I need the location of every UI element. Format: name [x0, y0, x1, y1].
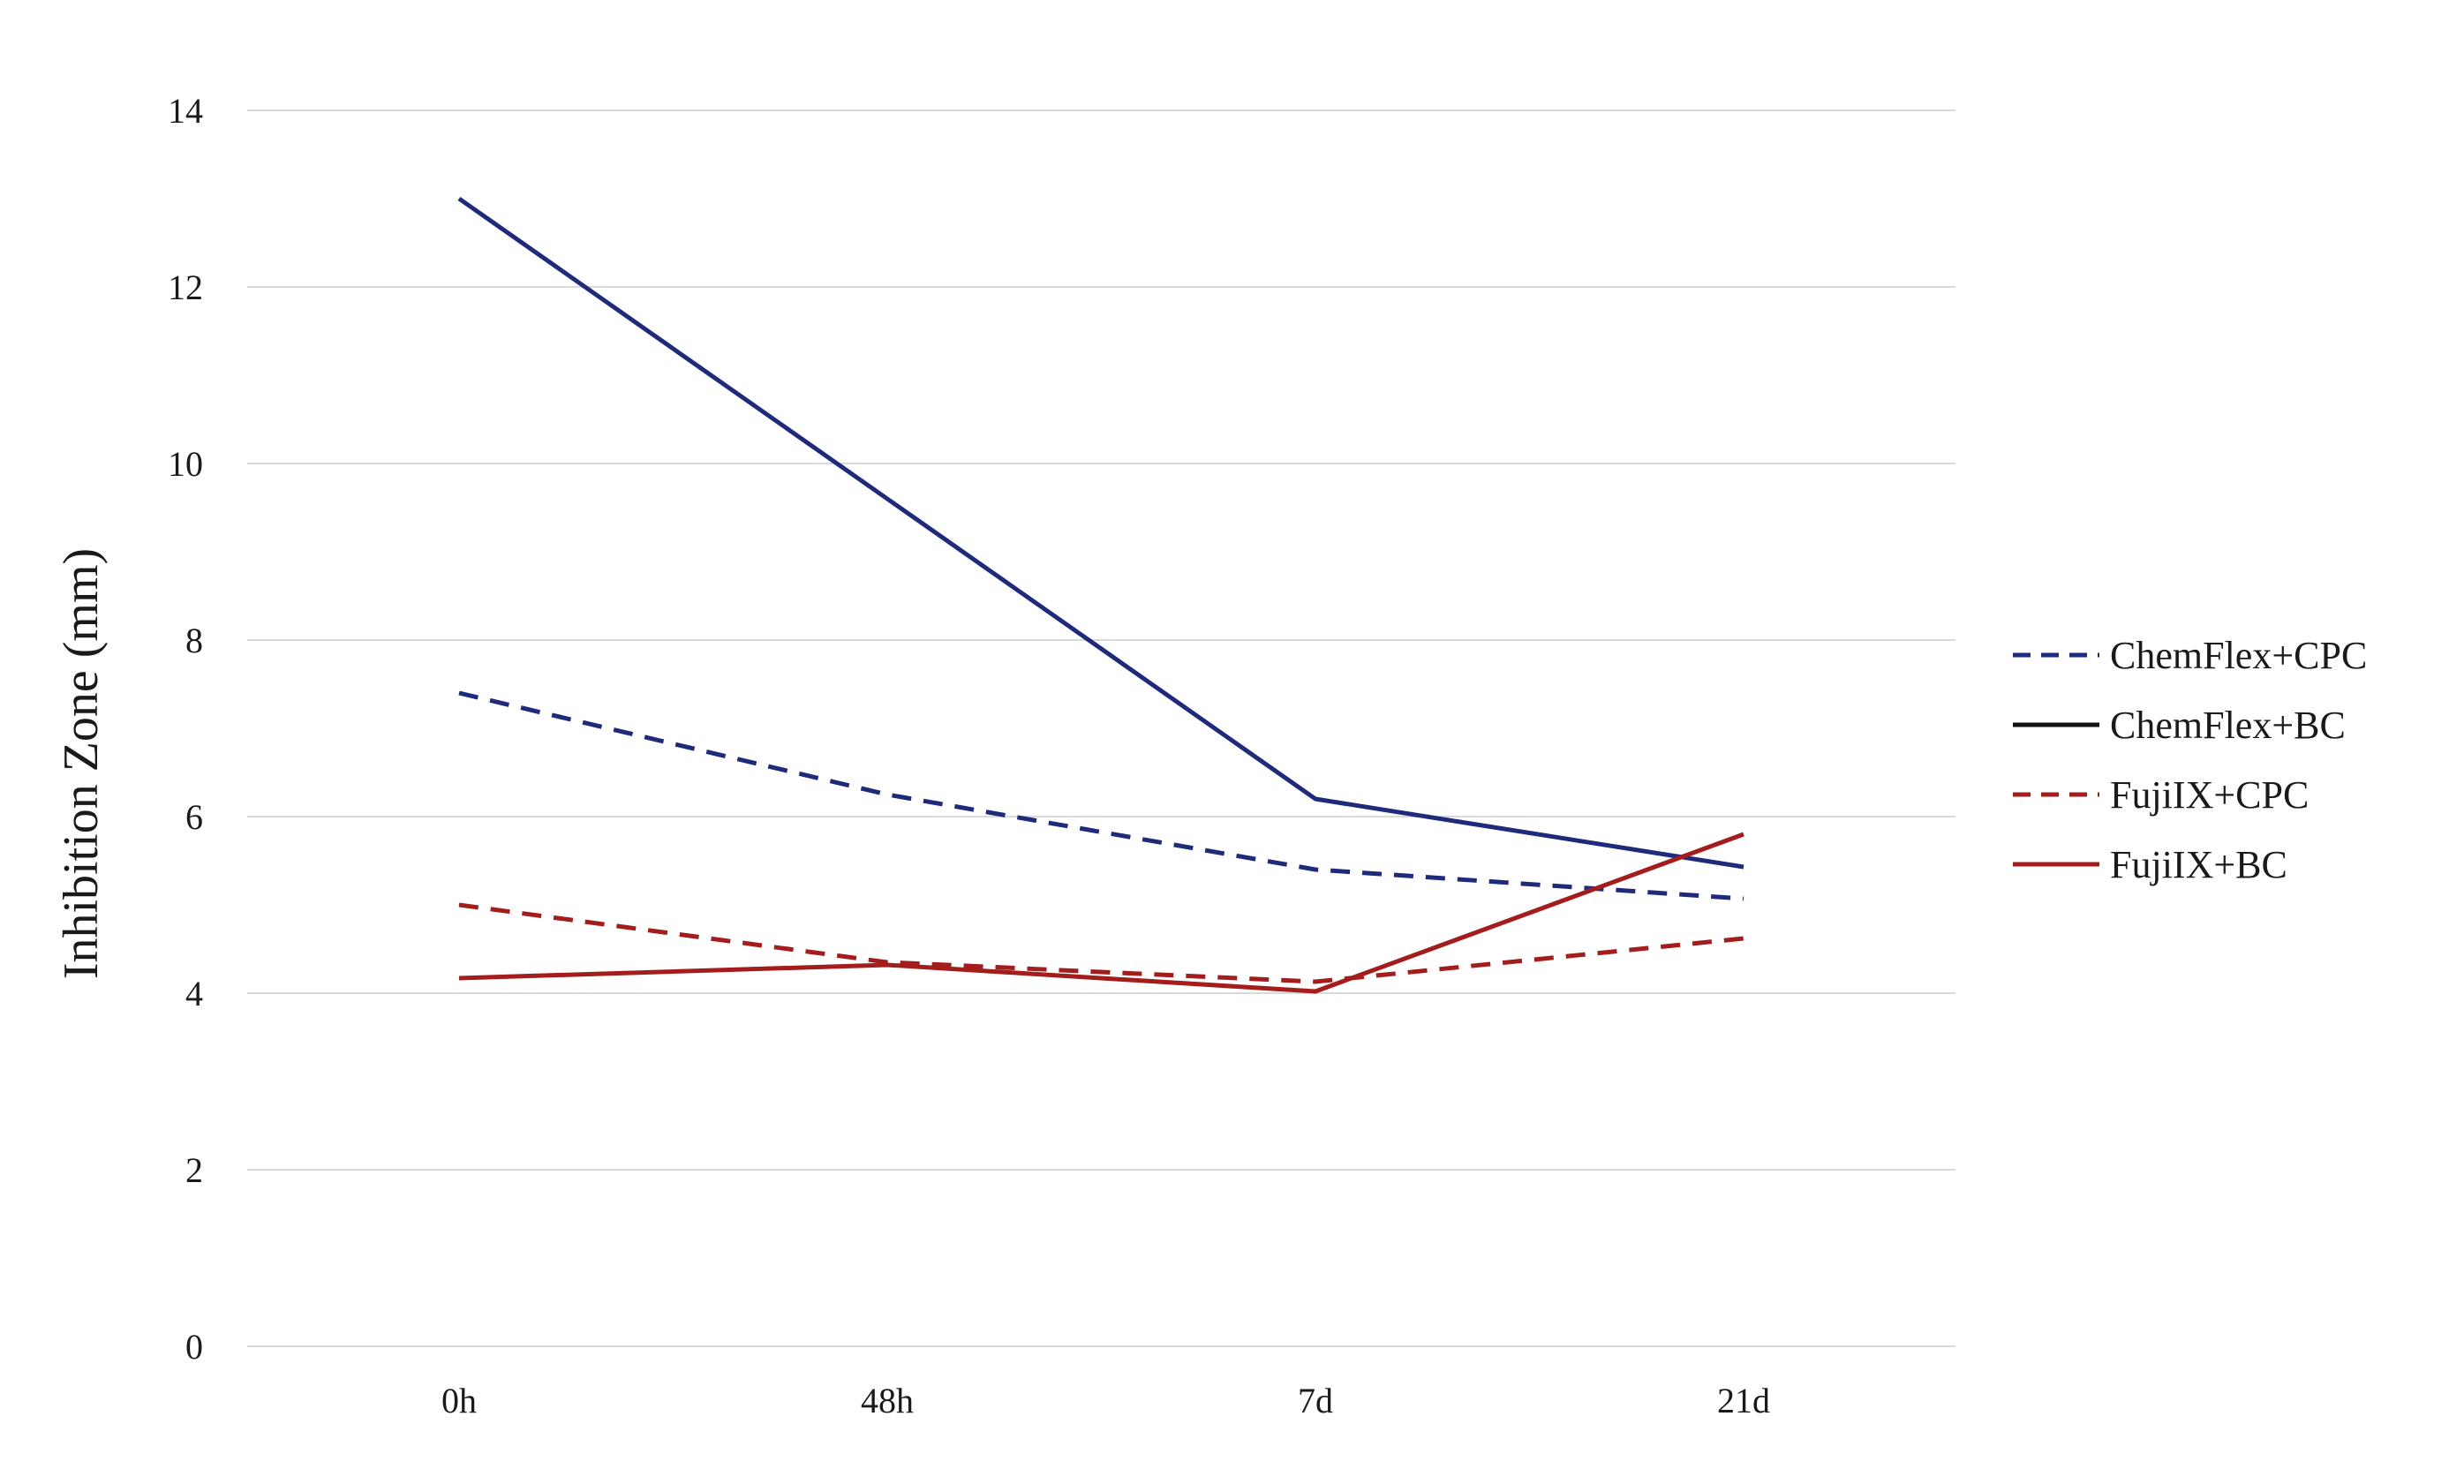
legend-item: FujiIX+CPC	[2013, 773, 2309, 817]
y-tick-label: 6	[185, 797, 203, 837]
x-tick-label: 48h	[861, 1381, 914, 1420]
legend-label: ChemFlex+CPC	[2110, 634, 2367, 677]
y-axis-title: Inhibition Zone (mm)	[54, 548, 109, 979]
legend-item: FujiIX+BC	[2013, 843, 2287, 886]
legend-label: FujiIX+CPC	[2110, 773, 2309, 817]
y-tick-label: 4	[185, 974, 203, 1013]
gridlines	[247, 109, 1955, 1347]
legend-label: ChemFlex+BC	[2110, 704, 2346, 747]
legend-label: FujiIX+BC	[2110, 843, 2287, 886]
x-axis-ticks: 0h 48h 7d 21d	[441, 1381, 1770, 1420]
series-line-chemflex-cpc	[458, 690, 1744, 901]
y-tick-label: 0	[185, 1327, 203, 1367]
legend: ChemFlex+CPC ChemFlex+BC FujiIX+CPC FujiIX+…	[2013, 634, 2367, 886]
x-tick-label: 0h	[441, 1381, 477, 1420]
y-tick-label: 12	[168, 267, 203, 307]
series-line-chemflex-bc	[457, 196, 1744, 870]
y-tick-label: 2	[185, 1150, 203, 1190]
y-tick-label: 14	[168, 91, 203, 131]
legend-item: ChemFlex+BC	[2013, 704, 2346, 747]
y-tick-label: 8	[185, 621, 203, 660]
series-lines	[457, 196, 1744, 994]
series-line-fujiix-bc	[458, 832, 1744, 994]
series-line-fujiix-cpc	[458, 902, 1744, 984]
legend-item: ChemFlex+CPC	[2013, 634, 2367, 677]
x-tick-label: 21d	[1717, 1381, 1770, 1420]
x-tick-label: 7d	[1298, 1381, 1333, 1420]
y-tick-label: 10	[168, 444, 203, 484]
y-axis-ticks: 0 2 4 6 8 10 12 14	[168, 91, 203, 1367]
